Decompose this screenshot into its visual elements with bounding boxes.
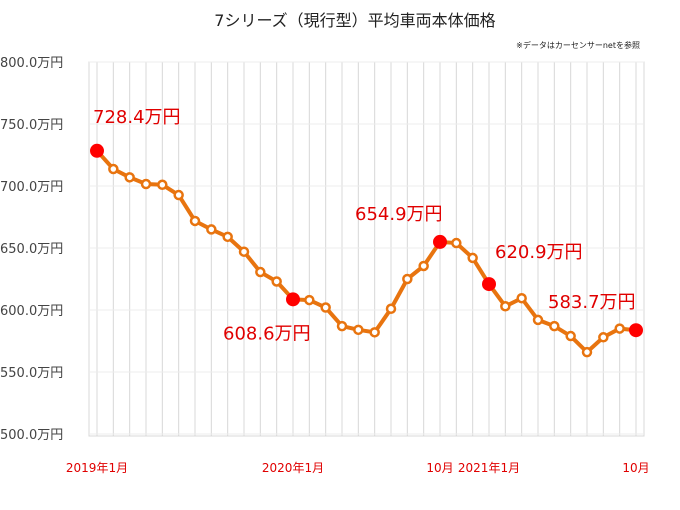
data-point [336,320,348,332]
highlight-point [286,292,300,307]
source-note: ※データはカーセンサーnetを参照 [516,40,640,50]
data-point [532,314,544,326]
data-point [238,246,250,257]
data-point [369,327,380,338]
data-point [108,163,119,175]
data-point [353,324,364,336]
y-tick-label: 600.0万円 [0,304,63,319]
data-point [402,273,413,285]
x-tick-label: 10月 [622,461,649,475]
data-label: 654.9万円 [355,204,443,225]
data-point [140,178,152,190]
x-tick-label: 2020年1月 [262,461,324,475]
data-label: 583.7万円 [548,292,636,313]
data-point [271,276,282,287]
y-tick-label: 500.0万円 [0,428,63,443]
data-point [565,330,576,342]
data-point [385,303,397,315]
data-point [516,292,527,304]
data-point [467,252,478,264]
data-point [189,215,201,227]
y-tick-label: 750.0万円 [0,118,63,133]
series-line [95,149,637,355]
data-label: 728.4万円 [93,107,181,128]
data-point [549,320,560,332]
y-tick-label: 550.0万円 [0,366,63,381]
data-point [451,237,462,249]
highlight-point [629,323,643,338]
data-point [418,260,429,272]
data-point [124,172,135,183]
data-point [304,294,315,306]
data-label: 620.9万円 [495,242,583,263]
y-tick-label: 700.0万円 [0,180,63,195]
data-label: 608.6万円 [223,323,311,344]
data-point [581,346,593,358]
y-tick-label: 650.0万円 [0,242,63,257]
data-point [614,323,625,334]
data-point [500,301,511,312]
data-point [598,332,609,343]
data-point [173,189,184,201]
data-point [222,231,233,243]
data-point [255,266,266,278]
highlight-point [433,234,447,249]
y-tick-label: 800.0万円 [0,56,63,71]
x-tick-label: 10月 [426,461,453,475]
highlight-point [90,143,104,158]
data-point [157,179,168,191]
highlight-point [482,277,496,292]
data-point [320,302,331,313]
x-tick-label: 2019年1月 [66,461,128,475]
x-tick-label: 2021年1月 [458,461,520,475]
chart-title: 7シリーズ（現行型）平均車両本体価格 [214,11,495,30]
data-point [206,224,217,235]
